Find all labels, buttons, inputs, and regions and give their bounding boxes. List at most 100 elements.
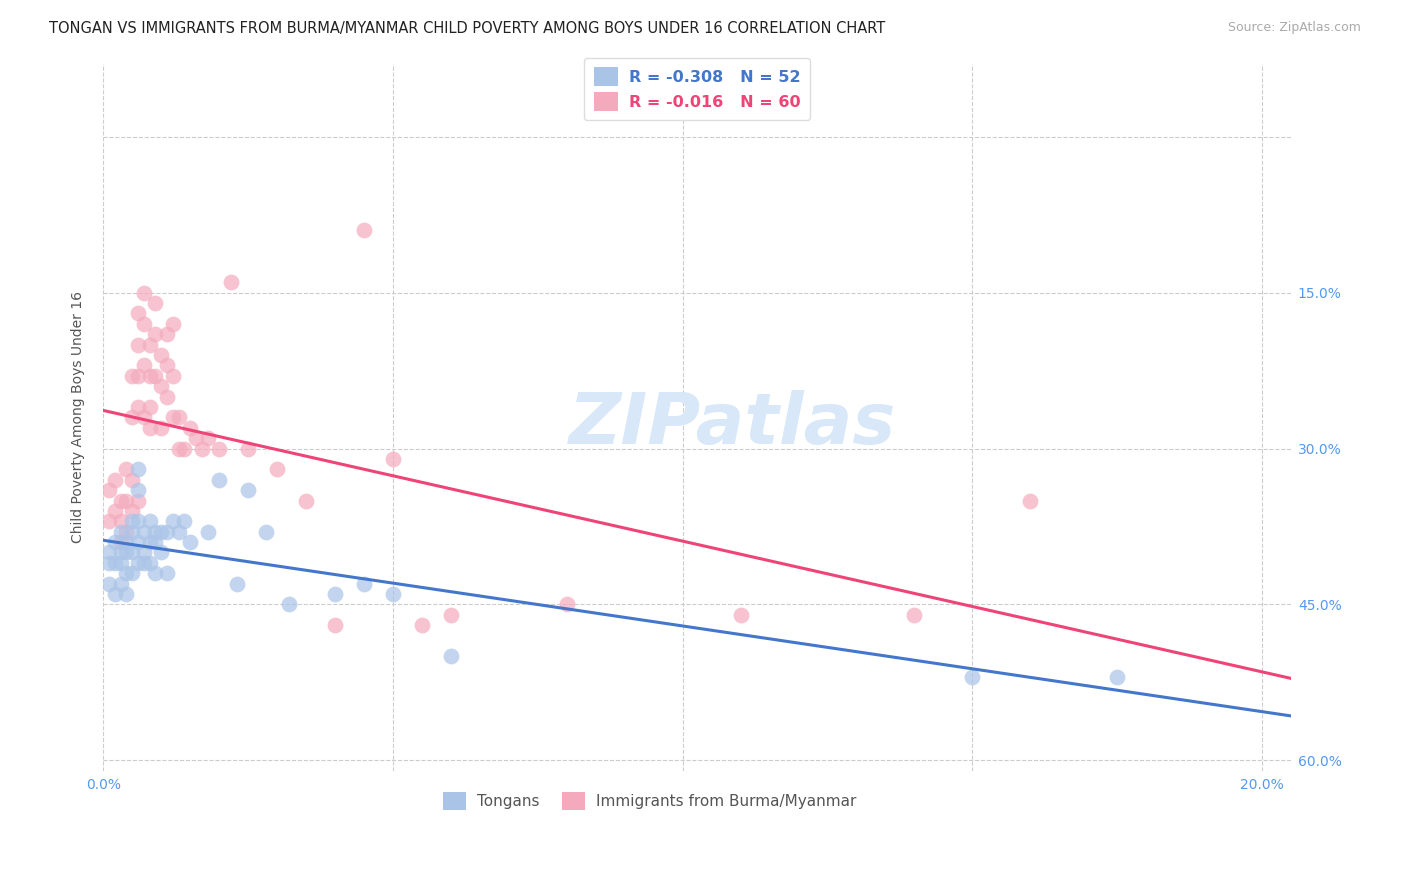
Point [277,598,299,612]
Point [127,493,149,508]
Y-axis label: Child Poverty Among Boys Under 16: Child Poverty Among Boys Under 16 [72,292,86,543]
Point [381,452,404,467]
Point [132,285,155,300]
Point [179,421,201,435]
Point [145,368,167,383]
Point [167,410,190,425]
Text: TONGAN VS IMMIGRANTS FROM BURMA/MYANMAR CHILD POVERTY AMONG BOYS UNDER 16 CORREL: TONGAN VS IMMIGRANTS FROM BURMA/MYANMAR … [49,21,886,36]
Point [115,462,138,476]
Point [121,410,143,425]
Point [440,607,463,622]
Point [110,524,132,539]
Point [184,431,207,445]
Text: ZIPatlas: ZIPatlas [569,390,897,459]
Legend: Tongans, Immigrants from Burma/Myanmar: Tongans, Immigrants from Burma/Myanmar [437,786,862,816]
Point [121,473,143,487]
Point [121,566,143,581]
Point [110,535,132,549]
Point [162,368,184,383]
Point [381,587,404,601]
Point [254,524,277,539]
Point [145,524,167,539]
Point [323,587,346,601]
Point [121,514,143,528]
Point [138,556,160,570]
Point [1019,493,1042,508]
Point [208,442,231,456]
Point [104,587,127,601]
Point [150,524,173,539]
Point [225,576,247,591]
Point [156,524,179,539]
Point [150,379,173,393]
Point [167,442,190,456]
Point [127,368,149,383]
Point [150,348,173,362]
Text: Source: ZipAtlas.com: Source: ZipAtlas.com [1227,21,1361,34]
Point [132,359,155,373]
Point [98,545,121,559]
Point [219,275,242,289]
Point [150,421,173,435]
Point [145,296,167,310]
Point [127,337,149,351]
Point [127,306,149,320]
Point [173,442,195,456]
Point [179,535,201,549]
Point [127,535,149,549]
Point [173,514,195,528]
Point [132,410,155,425]
Point [132,545,155,559]
Point [121,524,143,539]
Point [266,462,288,476]
Point [121,545,143,559]
Point [555,598,578,612]
Point [104,535,127,549]
Point [98,483,121,497]
Point [110,576,132,591]
Point [295,493,318,508]
Point [115,545,138,559]
Point [440,649,463,664]
Point [145,535,167,549]
Point [127,483,149,497]
Point [138,535,160,549]
Point [197,431,219,445]
Point [110,556,132,570]
Point [156,566,179,581]
Point [162,410,184,425]
Point [121,368,143,383]
Point [132,524,155,539]
Point [145,327,167,342]
Point [145,566,167,581]
Point [104,504,127,518]
Point [110,545,132,559]
Point [730,607,752,622]
Point [138,514,160,528]
Point [353,576,375,591]
Point [132,317,155,331]
Point [98,556,121,570]
Point [162,514,184,528]
Point [127,400,149,414]
Point [104,473,127,487]
Point [115,524,138,539]
Point [127,462,149,476]
Point [150,545,173,559]
Point [104,556,127,570]
Point [156,359,179,373]
Point [191,442,214,456]
Point [236,483,259,497]
Point [115,535,138,549]
Point [115,587,138,601]
Point [208,473,231,487]
Point [156,390,179,404]
Point [167,524,190,539]
Point [138,421,160,435]
Point [98,576,121,591]
Point [110,493,132,508]
Point [1107,670,1129,684]
Point [962,670,984,684]
Point [127,514,149,528]
Point [903,607,925,622]
